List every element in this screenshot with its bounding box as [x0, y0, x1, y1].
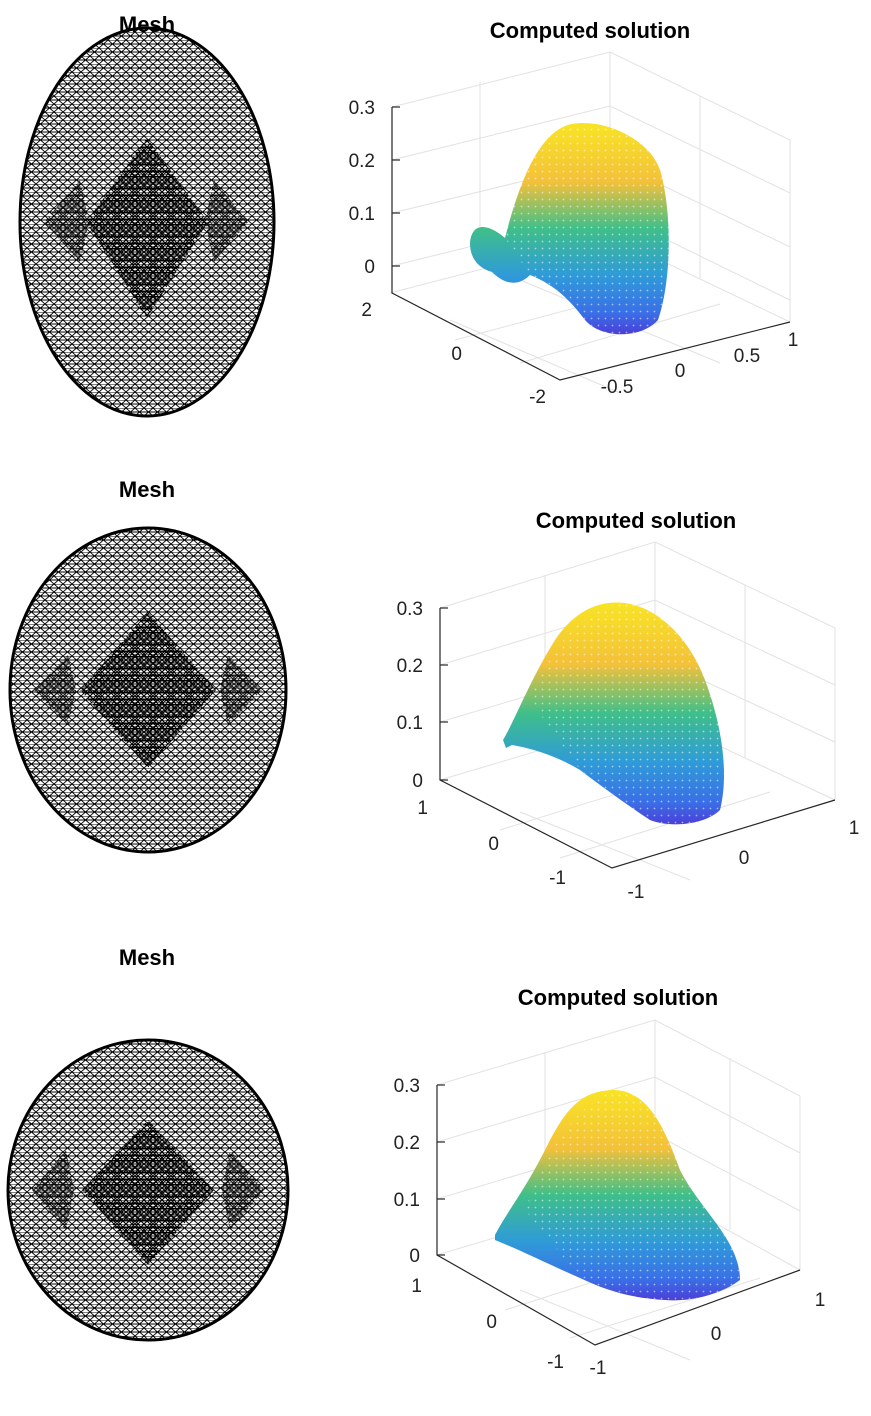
x-tick-1-a: -0.5: [601, 377, 634, 398]
y-tick-1-c: -2: [529, 387, 546, 408]
z-tick-2-d: 0: [412, 771, 423, 792]
z-tick-1-c: 0.1: [349, 204, 375, 225]
x-tick-2-c: 1: [849, 818, 860, 839]
mesh-ellipse-1: [18, 26, 276, 418]
y-tick-3-b: 0: [486, 1312, 497, 1333]
z-tick-1-d: 0: [364, 257, 375, 278]
mesh-refined-right-1: [205, 180, 248, 262]
plot-axes-3: 0.3 0.2 0.1 0 1 0 -1 -1 0 1: [394, 1019, 826, 1379]
x-tick-3-b: 0: [711, 1324, 722, 1345]
z-tick-3-a: 0.3: [394, 1076, 420, 1097]
y-tick-2-a: 1: [417, 798, 428, 819]
x-tick-2-a: -1: [628, 882, 645, 903]
x-tick-2-b: 0: [739, 848, 750, 869]
z-tick-2-a: 0.3: [397, 599, 423, 620]
z-tick-1-b: 0.2: [349, 151, 375, 172]
panel-1: Mesh Computed solution 0.3 0: [18, 12, 799, 418]
mesh-refined-right-3: [222, 1150, 264, 1230]
mesh-ellipse-2: [8, 526, 288, 854]
y-tick-1-b: 0: [451, 344, 462, 365]
mesh-refined-right-2: [220, 655, 262, 725]
panel-3: Mesh Computed solution 0.3 0.2 0.1 0 1: [6, 945, 826, 1379]
mesh-refined-left-3: [32, 1150, 74, 1230]
plot-title-2: Computed solution: [536, 508, 736, 533]
z-tick-2-c: 0.1: [397, 713, 423, 734]
plot-axes-2: 0.3 0.2 0.1 0 1 0 -1 -1 0 1: [397, 541, 860, 903]
y-tick-1-a: 2: [361, 300, 372, 321]
mesh-title-2: Mesh: [119, 477, 175, 502]
z-tick-3-b: 0.2: [394, 1133, 420, 1154]
x-tick-3-c: 1: [815, 1290, 826, 1311]
mesh-title-3: Mesh: [119, 945, 175, 970]
x-tick-3-a: -1: [590, 1358, 607, 1379]
x-tick-1-c: 0.5: [734, 346, 760, 367]
y-tick-2-b: 0: [488, 834, 499, 855]
z-tick-2-b: 0.2: [397, 656, 423, 677]
plot-title-3: Computed solution: [518, 985, 718, 1010]
y-tick-3-c: -1: [547, 1352, 564, 1373]
mesh-refined-left-1: [44, 180, 89, 262]
mesh-refined-diamond-2: [80, 612, 216, 768]
panel-2: Mesh Computed solution 0.3 0.2 0.1 0 1: [8, 477, 860, 903]
z-tick-3-c: 0.1: [394, 1190, 420, 1211]
z-tick-1-a: 0.3: [349, 98, 375, 119]
plot-axes-1: 0.3 0.2 0.1 0 2 0 -2 -0.5 0 0.5 1: [349, 51, 799, 408]
x-tick-1-b: 0: [675, 361, 686, 382]
mesh-refined-left-2: [34, 655, 76, 725]
y-tick-3-a: 1: [411, 1276, 422, 1297]
x-tick-1-d: 1: [788, 330, 799, 351]
mesh-refined-diamond-1: [86, 138, 208, 318]
mesh-ellipse-3: [6, 1038, 290, 1342]
y-tick-2-c: -1: [549, 868, 566, 889]
mesh-refined-diamond-3: [82, 1120, 214, 1265]
plot-title-1: Computed solution: [490, 18, 690, 43]
z-tick-3-d: 0: [409, 1246, 420, 1267]
